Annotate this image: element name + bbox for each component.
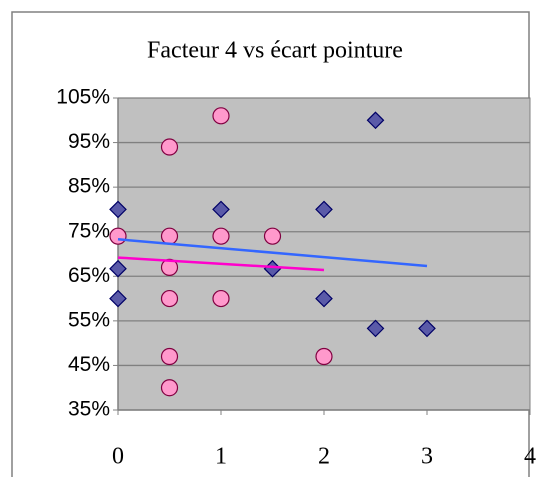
diamond-point [109,259,127,278]
diamond-point [109,289,127,308]
trendline [117,238,428,268]
circle-point [160,227,179,245]
y-tick-label: 105% [56,86,110,109]
x-tick-label: 2 [318,444,330,470]
x-tick-label: 4 [524,444,536,470]
diamond-point [366,111,385,130]
circle-point [160,258,179,276]
diamond-point [109,200,127,219]
diamond-point [315,289,333,308]
circle-point [212,227,230,245]
y-tick-label: 95% [68,130,110,153]
diamond-point [212,200,230,219]
circle-point [160,379,179,397]
chart-title: Facteur 4 vs écart pointure [147,38,403,64]
circle-point [315,347,333,366]
circle-point [160,289,179,308]
circle-point [263,227,282,245]
y-tick-label: 75% [68,219,110,242]
y-tick-label: 45% [68,353,110,376]
diamond-point [418,319,436,338]
y-tick-label: 35% [68,398,110,421]
circle-point [160,347,179,366]
x-tick-label: 3 [421,444,433,470]
circle-point [160,138,179,156]
circle-point [109,227,127,245]
trendline [117,256,325,272]
diamond-point [366,319,385,338]
x-tick-label: 1 [215,444,227,470]
circle-point [212,107,230,125]
y-tick-label: 85% [68,175,110,198]
y-tick-label: 65% [68,264,110,287]
y-tick-label: 55% [68,308,110,331]
circle-point [212,289,230,308]
diamond-point [315,200,333,219]
x-tick-label: 0 [112,444,124,470]
